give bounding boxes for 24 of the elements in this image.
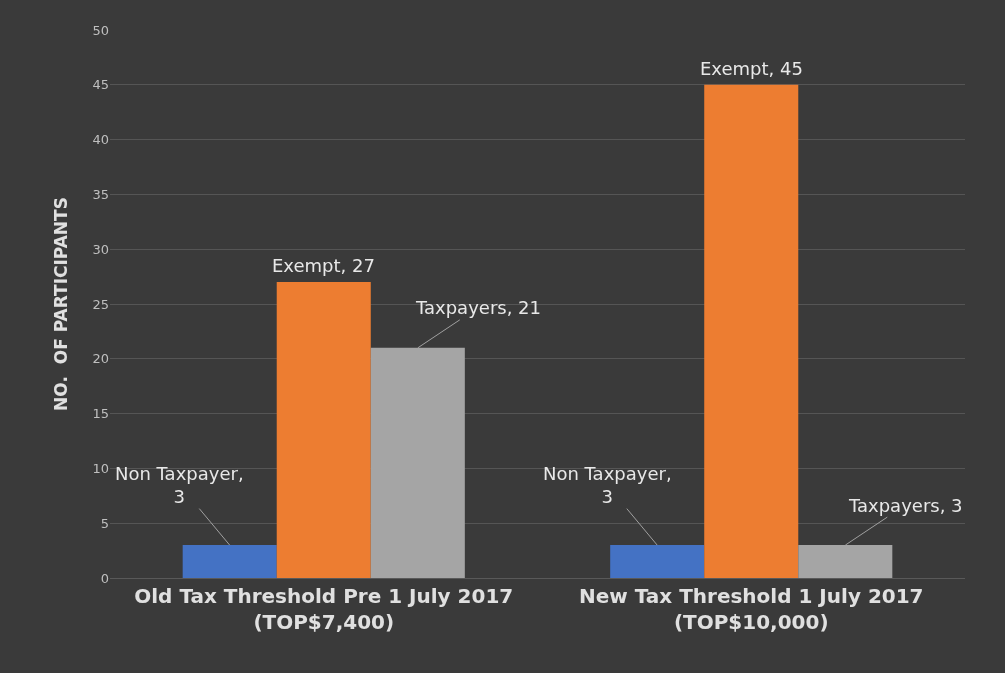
data-label: Taxpayers, 21 — [415, 297, 542, 318]
y-tick-label: 0 — [100, 570, 109, 586]
y-tick-label: 30 — [92, 241, 109, 257]
y-tick-label: 25 — [92, 296, 109, 312]
y-tick-label: 10 — [92, 460, 109, 476]
data-label: Exempt, 27 — [272, 255, 375, 276]
y-tick-label: 20 — [92, 351, 109, 367]
y-tick-label: 15 — [92, 406, 109, 422]
y-tick-label: 50 — [92, 22, 109, 38]
data-label: Non Taxpayer, 3 — [115, 463, 244, 508]
bar — [704, 84, 799, 578]
y-tick-label: 45 — [92, 77, 109, 93]
x-tick-label: New Tax Threshold 1 July 2017 (TOP$10,000) — [578, 584, 924, 634]
y-tick-label: 5 — [100, 515, 109, 531]
y-tick-label: 35 — [92, 186, 109, 202]
data-label: Exempt, 45 — [700, 58, 803, 79]
x-tick-label: Old Tax Threshold Pre 1 July 2017 (TOP$7,400) — [134, 584, 514, 634]
bar — [276, 282, 371, 578]
data-label: Non Taxpayer, 3 — [543, 463, 672, 508]
bar — [182, 545, 277, 578]
y-axis-title: NO. OF PARTICIPANTS — [51, 197, 71, 411]
y-tick-label: 40 — [92, 132, 109, 148]
bar — [610, 545, 705, 578]
data-label: Taxpayers, 3 — [848, 495, 963, 516]
